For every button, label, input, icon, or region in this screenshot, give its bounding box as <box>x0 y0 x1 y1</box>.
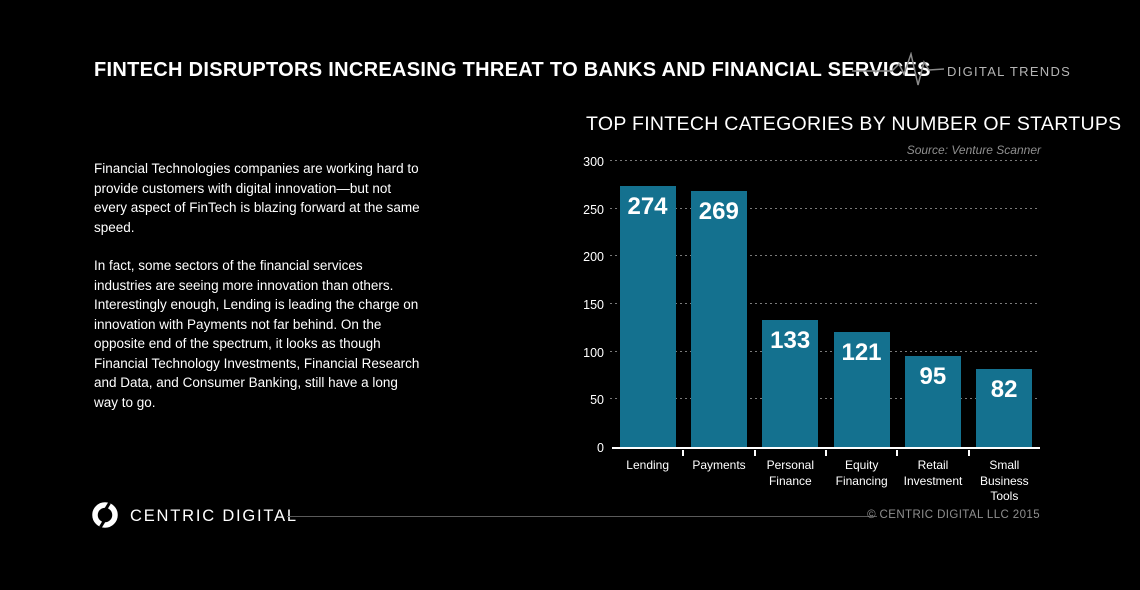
y-tick-label-100: 100 <box>583 345 604 360</box>
gridline-100 <box>610 350 1040 352</box>
chart-title: TOP FINTECH CATEGORIES BY NUMBER OF STAR… <box>586 113 1122 135</box>
x-axis-label-equity-financing: Equity Financing <box>835 458 888 488</box>
gridline-300 <box>610 160 1040 161</box>
x-axis-label-payments: Payments <box>692 458 746 472</box>
bar-small-business-tools: 82 <box>976 368 1033 447</box>
y-tick-label-250: 250 <box>583 202 604 217</box>
copyright-text: © CENTRIC DIGITAL LLC 2015 <box>867 509 1040 521</box>
header-tag: DIGITAL TRENDS <box>947 64 1072 79</box>
bar-chart: 0 50 100 150 200 250 300 274 Lending 269 Payments 1… <box>583 155 1040 503</box>
x-axis-label-small-business-tools: Small Business Tools <box>979 458 1029 503</box>
footer-divider <box>287 516 877 517</box>
x-axis-tick <box>682 450 685 456</box>
y-tick-label-0: 0 <box>597 441 604 455</box>
bar-payments: 269 <box>690 190 747 447</box>
gridline-50 <box>610 398 1040 400</box>
y-tick-label-300: 300 <box>583 155 604 169</box>
chart-source: Source: Venture Scanner <box>906 143 1041 157</box>
intro-text-block: Financial Technologies companies are wor… <box>94 159 424 431</box>
gridline-200 <box>610 255 1040 257</box>
x-axis-label-retail-investment: Retail Investment <box>903 458 963 488</box>
bar-value-label: 95 <box>919 363 947 391</box>
bar-value-label: 274 <box>627 192 668 220</box>
x-axis-tick <box>825 450 827 456</box>
centric-digital-ring-icon <box>92 502 118 533</box>
x-axis-label-lending: Lending <box>626 458 670 472</box>
bar-retail-investment: 95 <box>904 356 961 447</box>
bar-value-label: 121 <box>841 338 882 366</box>
heartbeat-pulse-icon <box>850 51 946 97</box>
y-tick-label-200: 200 <box>583 250 604 265</box>
bar-personal-finance: 133 <box>762 320 819 447</box>
x-axis-tick <box>753 450 756 456</box>
x-axis-tick <box>896 450 899 456</box>
brand-name: CENTRIC DIGITAL <box>130 507 298 525</box>
intro-paragraph-1: Financial Technologies companies are wor… <box>94 161 420 235</box>
y-tick-label-50: 50 <box>590 393 604 408</box>
y-tick-label-150: 150 <box>583 298 604 312</box>
bar-value-label: 269 <box>698 197 739 225</box>
x-axis-tick <box>967 450 970 456</box>
page-title: FINTECH DISRUPTORS INCREASING THREAT TO … <box>94 59 931 81</box>
bar-equity-financing: 121 <box>833 331 890 447</box>
x-axis-label-personal-finance: Personal Finance <box>766 458 814 488</box>
intro-paragraph-2: In fact, some sectors of the financial s… <box>94 258 420 410</box>
bar-value-label: 82 <box>990 375 1018 403</box>
gridline-150 <box>610 303 1040 304</box>
gridline-250 <box>610 207 1040 209</box>
bar-value-label: 133 <box>770 327 811 355</box>
bar-lending: 274 <box>619 185 676 447</box>
